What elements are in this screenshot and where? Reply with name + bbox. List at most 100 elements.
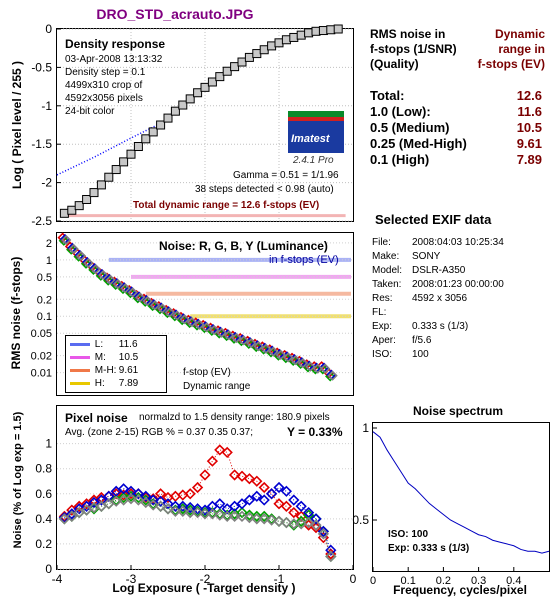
pixel-noise-point: [184, 506, 196, 519]
pixel-noise-point: [214, 508, 226, 520]
exif-key: Res:: [372, 293, 393, 304]
pixel-noise-point: [199, 508, 211, 520]
y-tick-label: 0.4: [35, 512, 52, 526]
density-point: [141, 134, 151, 144]
noise-point: [120, 283, 131, 294]
noise-point: [83, 257, 94, 269]
density-point: [126, 149, 136, 159]
x-tick-label: -3: [126, 572, 137, 586]
dr-label: Dynamic range: [183, 381, 251, 392]
spectrum-iso: ISO: 100: [388, 529, 429, 540]
pixel-noise-point: [191, 481, 204, 494]
pixel-noise-point: [206, 455, 219, 467]
pixel-noise-point: [265, 513, 278, 525]
summary-row-value: 9.61: [516, 136, 542, 151]
noise-legend: L: 11.6 M: 10.5 M-H: 9.61 H: 7.89: [65, 335, 167, 393]
info-line: Density step = 0.1: [65, 67, 146, 78]
pixel-noise-point: [228, 469, 241, 481]
noise-point: [312, 363, 323, 374]
pixel-y-line: Y = 0.33%: [287, 425, 343, 439]
y-tick-label: 0.8: [35, 462, 52, 476]
pixel-noise-point: [236, 498, 248, 510]
summary-col2-line: range in: [498, 42, 545, 56]
density-point: [215, 72, 225, 82]
density-svg: 0 -0.5 -1 -1.5 -2 -2.5: [31, 22, 353, 228]
y-tick-label: 1: [45, 437, 52, 451]
y-tick-label: 0.1: [37, 311, 52, 323]
density-point: [289, 32, 299, 42]
exif-key: ISO:: [372, 349, 393, 360]
pixel-noise-point: [191, 506, 204, 519]
pixel-noise-point: [184, 488, 196, 500]
legend-value: 9.61: [118, 365, 139, 376]
summary-col2-line: f-stops (EV): [477, 57, 545, 71]
y-tick-label: -1: [41, 99, 52, 113]
density-point: [230, 62, 240, 72]
y-tick-label: 0.6: [35, 487, 52, 501]
pixel-noise-point: [280, 516, 293, 529]
y-tick-label: 0.5: [352, 513, 369, 527]
pixel-noise-point: [154, 495, 167, 507]
pixel-noise-point: [169, 500, 182, 512]
summary-col1-line: (Quality): [370, 57, 419, 71]
pixel-noise-point: [80, 500, 93, 512]
pixel-noise-point: [243, 494, 256, 506]
density-point: [311, 26, 321, 36]
noise-point: [105, 274, 116, 286]
noise-ylabel: RMS noise (f-stops): [9, 256, 23, 370]
y-tick-label: 0.05: [31, 328, 52, 340]
spectrum-plot: 1 0.5 0 0.1 0.2 0.3 0.4 ISO: 100 Exp: 0.333 s …: [352, 421, 550, 587]
density-point: [119, 157, 129, 167]
noise-heading: Noise: R, G, B, Y (Luminance): [159, 239, 328, 253]
info-line: 4499x310 crop of: [65, 80, 143, 91]
x-tick-label: 0.4: [506, 575, 521, 587]
spectrum-heading: Noise spectrum: [412, 404, 504, 418]
summary-row-label: Total:: [370, 88, 405, 103]
exif-value: DSLR-A350: [412, 265, 466, 276]
density-point: [252, 49, 262, 59]
noise-point: [68, 243, 79, 255]
logo-text: Imatest: [291, 133, 330, 145]
x-tick-label: 0: [370, 575, 376, 587]
exif-value: f/5.6: [412, 335, 432, 346]
total-dr-line: Total dynamic range = 12.6 f-stops (EV): [133, 200, 320, 211]
pixel-noise-point: [228, 510, 241, 522]
pixel-noise-point: [288, 494, 300, 506]
summary-row-value: 11.6: [517, 104, 542, 119]
summary-col1-line: f-stops (1/SNR): [370, 42, 457, 56]
summary-row-label: 0.25 (Med-High): [370, 136, 467, 151]
pixel-noise-point: [125, 493, 137, 505]
summary-col1-line: RMS noise in: [370, 27, 446, 41]
noise-point: [179, 314, 190, 325]
density-point: [259, 45, 269, 55]
exif-key: Make:: [372, 251, 400, 262]
summary-col2-line: Dynamic: [494, 27, 545, 41]
noise-point: [305, 361, 316, 372]
series-line: [64, 498, 332, 557]
pixel-noise-point: [258, 510, 270, 522]
logo-version: 2.4.1 Pro: [293, 155, 334, 166]
x-tick-label: -1: [274, 572, 285, 586]
density-point: [296, 30, 306, 40]
pixel-noise-point: [295, 515, 307, 527]
pixel-noise-point: [162, 503, 174, 515]
exif-key: Exp:: [372, 321, 393, 332]
info-line: 24-bit color: [65, 106, 115, 117]
legend-label: H:: [94, 378, 105, 389]
summary-row-value: 12.6: [516, 88, 542, 103]
noise-point: [172, 310, 183, 321]
x-tick-label: 0.3: [471, 575, 486, 587]
noise-point: [327, 370, 338, 381]
chart-title: DRO_STD_acrauto.JPG: [96, 6, 254, 22]
density-point: [326, 25, 336, 35]
pixel-noise-point: [214, 509, 226, 521]
legend-item: M: 10.5: [70, 352, 138, 363]
summary-col1-header: RMS noise in f-stops (1/SNR) (Quality): [370, 27, 457, 72]
y-tick-label: 0.2: [37, 294, 52, 306]
noise-point: [127, 287, 138, 298]
legend-label: M:: [94, 352, 106, 363]
density-point: [133, 142, 143, 152]
noise-point: [253, 341, 264, 352]
y-tick-label: 1: [362, 421, 369, 435]
noise-point: [90, 263, 101, 275]
